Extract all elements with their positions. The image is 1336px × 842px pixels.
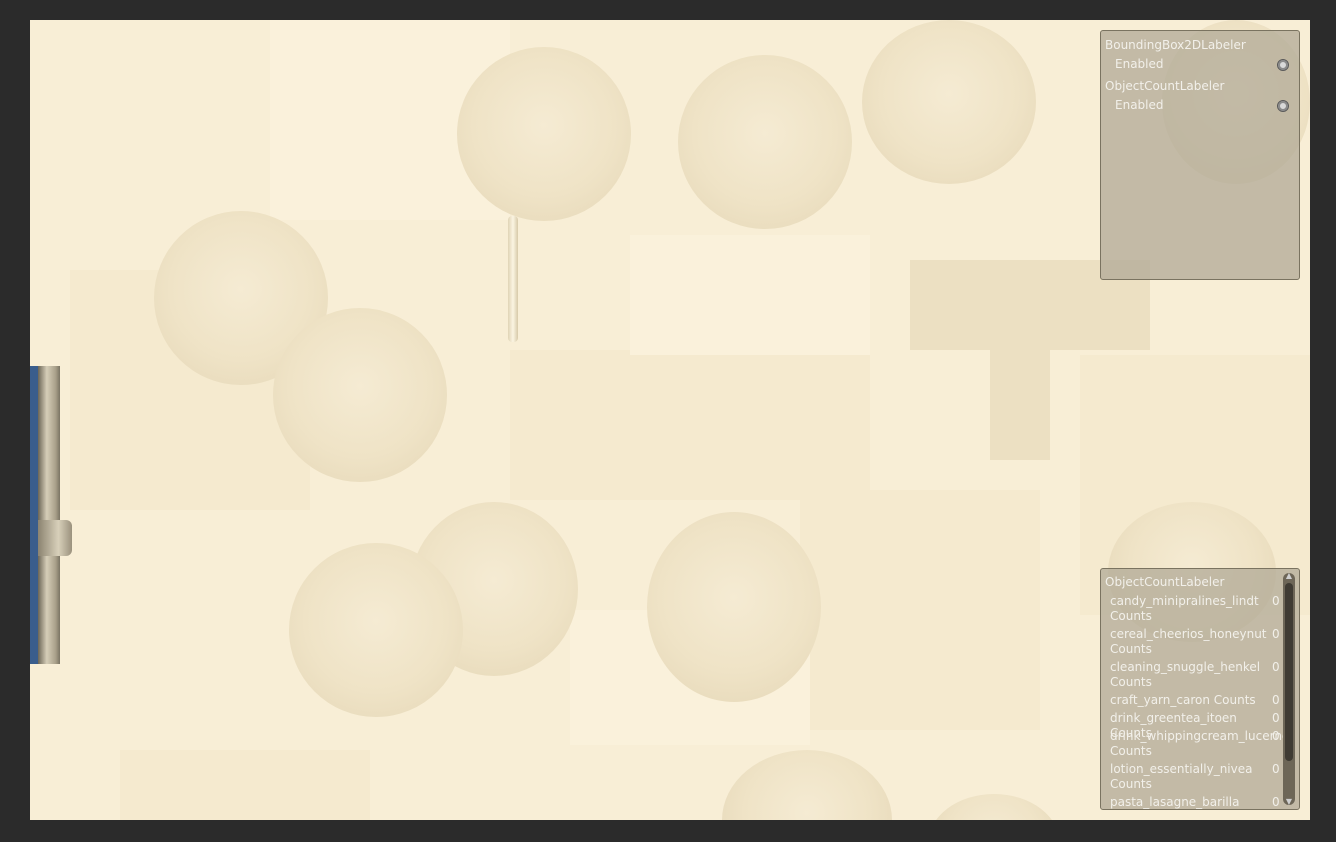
object-count-panel: ObjectCountLabeler candy_minipralines_li… xyxy=(1100,568,1300,810)
labeler-title: ObjectCountLabeler xyxy=(1105,79,1225,93)
count-item-value: 0 xyxy=(1272,693,1280,707)
count-item-value: 0 xyxy=(1272,711,1280,725)
count-item-label: drink_greentea_itoen Counts xyxy=(1110,711,1237,740)
background-box xyxy=(990,340,1050,460)
count-item-value: 0 xyxy=(1272,762,1280,776)
enabled-toggle[interactable] xyxy=(1277,59,1289,71)
count-item-value: 0 xyxy=(1272,594,1280,608)
count-item-value: 0 xyxy=(1272,627,1280,641)
background-box xyxy=(800,490,1040,730)
count-item-label: cereal_cheerios_honeynut Counts xyxy=(1110,627,1267,656)
sphere-object xyxy=(722,750,892,820)
background-box xyxy=(630,235,870,355)
count-panel-title: ObjectCountLabeler xyxy=(1105,575,1225,589)
count-item-label: candy_minipralines_lindt Counts xyxy=(1110,594,1259,623)
sphere-object xyxy=(289,543,463,717)
bottle-cap-object xyxy=(38,520,72,556)
rod-object xyxy=(508,216,518,342)
scene-viewport xyxy=(30,20,1310,820)
sphere-object xyxy=(862,20,1036,184)
count-item-value: 0 xyxy=(1272,729,1280,743)
blue-object xyxy=(30,366,40,664)
labeler-enabled-row: Enabled xyxy=(1115,98,1293,114)
scroll-up-icon[interactable]: ▲ xyxy=(1285,571,1293,580)
enabled-toggle[interactable] xyxy=(1277,100,1289,112)
scroll-down-icon[interactable]: ▼ xyxy=(1285,797,1293,806)
sphere-object xyxy=(457,47,631,221)
enabled-label: Enabled xyxy=(1115,57,1164,71)
count-item-label: pasta_lasagne_barilla Counts xyxy=(1110,795,1240,809)
count-item-label: craft_yarn_caron Counts xyxy=(1110,693,1256,707)
count-panel-scrollbar[interactable]: ▲ ▼ xyxy=(1283,571,1295,806)
labeler-title: BoundingBox2DLabeler xyxy=(1105,38,1246,52)
scrollbar-thumb[interactable] xyxy=(1285,583,1293,761)
background-box xyxy=(510,350,870,500)
enabled-label: Enabled xyxy=(1115,98,1164,112)
count-item-label: drink_whippingcream_lucerne Counts xyxy=(1110,729,1290,758)
labelers-panel: BoundingBox2DLabeler Enabled ObjectCount… xyxy=(1100,30,1300,280)
bottle-object xyxy=(38,366,60,664)
sphere-object xyxy=(273,308,447,482)
count-item-label: lotion_essentially_nivea Counts xyxy=(1110,762,1253,791)
count-item-value: 0 xyxy=(1272,795,1280,809)
sphere-object xyxy=(678,55,852,229)
sphere-object xyxy=(647,512,821,702)
labeler-enabled-row: Enabled xyxy=(1115,57,1293,73)
count-item-value: 0 xyxy=(1272,660,1280,674)
sphere-object xyxy=(928,794,1060,820)
count-item-label: cleaning_snuggle_henkel Counts xyxy=(1110,660,1261,689)
background-box xyxy=(120,750,370,820)
